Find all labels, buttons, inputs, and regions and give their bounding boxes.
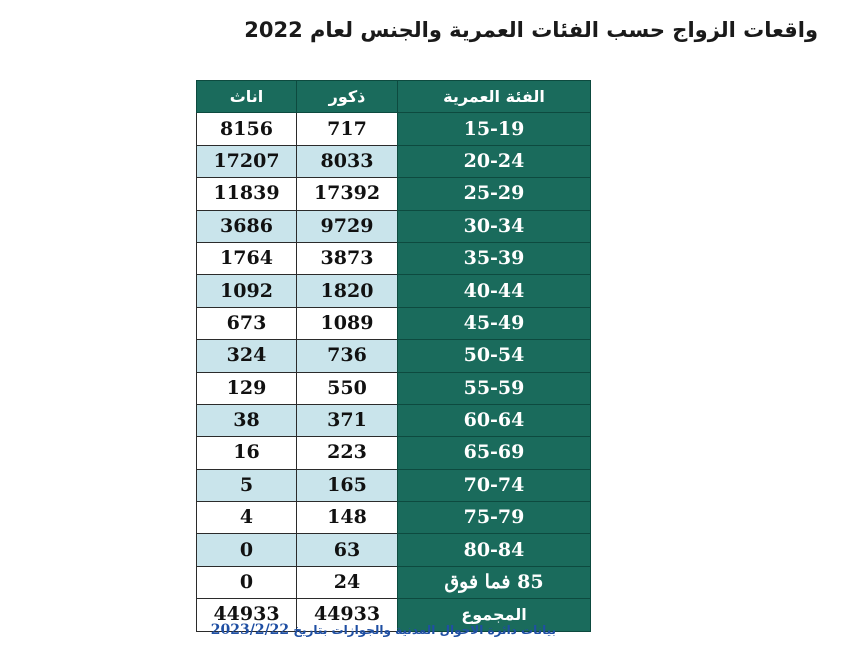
male-count-cell: 17392: [296, 177, 398, 211]
page-title: واقعات الزواج حسب الفئات العمرية والجنس …: [244, 18, 818, 42]
source-date: 2023/2/22: [210, 622, 290, 638]
age-group-cell: 70-74: [397, 468, 591, 503]
male-count-cell: 223: [296, 436, 398, 470]
female-count-cell: 673: [196, 306, 297, 341]
age-group-cell: 20-24: [397, 144, 591, 179]
table-row: 55-59 550 129: [196, 371, 591, 405]
table-row: 40-44 1820 1092: [196, 274, 591, 308]
table-row: 45-49 1089 673: [196, 306, 591, 341]
total-female-cell: 44933: [196, 598, 297, 632]
total-male-cell: 44933: [296, 598, 398, 632]
table-row: 50-54 736 324: [196, 339, 591, 373]
age-group-cell: 15-19: [397, 112, 591, 146]
female-count-cell: 129: [196, 371, 297, 405]
age-group-cell: 40-44: [397, 274, 591, 308]
table-row: 65-69 223 16: [196, 436, 591, 470]
female-count-cell: 0: [196, 565, 297, 600]
age-group-cell: 85 فما فوق: [397, 565, 591, 600]
table-row: 70-74 165 5: [196, 468, 591, 503]
header-male: ذكور: [296, 79, 398, 114]
female-count-cell: 4: [196, 501, 297, 535]
male-count-cell: 550: [296, 371, 398, 405]
male-count-cell: 1820: [296, 274, 398, 308]
total-row: المجموع 44933 44933: [196, 598, 591, 632]
table-row: 15-19 717 8156: [196, 112, 591, 146]
male-count-cell: 8033: [296, 144, 398, 179]
age-group-cell: 55-59: [397, 371, 591, 405]
table-row: 85 فما فوق 24 0: [196, 565, 591, 600]
male-count-cell: 736: [296, 339, 398, 373]
female-count-cell: 8156: [196, 112, 297, 146]
age-group-cell: 60-64: [397, 403, 591, 438]
age-group-cell: 35-39: [397, 241, 591, 276]
female-count-cell: 16: [196, 436, 297, 470]
female-count-cell: 11839: [196, 177, 297, 211]
female-count-cell: 1764: [196, 241, 297, 276]
table-row: 30-34 9729 3686: [196, 209, 591, 243]
age-group-cell: 45-49: [397, 306, 591, 341]
header-age-group: الفئة العمرية: [397, 79, 591, 114]
table-row: 35-39 3873 1764: [196, 241, 591, 276]
female-count-cell: 5: [196, 468, 297, 503]
female-count-cell: 3686: [196, 209, 297, 243]
age-group-cell: 25-29: [397, 177, 591, 211]
female-count-cell: 38: [196, 403, 297, 438]
age-group-cell: 75-79: [397, 501, 591, 535]
age-group-cell: 50-54: [397, 339, 591, 373]
table-row: 20-24 8033 17207: [196, 144, 591, 179]
female-count-cell: 324: [196, 339, 297, 373]
source-note: بيانات دائرة الاحوال المدنية والجوازات ب…: [196, 622, 556, 638]
age-group-cell: 80-84: [397, 533, 591, 567]
male-count-cell: 3873: [296, 241, 398, 276]
female-count-cell: 1092: [196, 274, 297, 308]
table-row: 80-84 63 0: [196, 533, 591, 567]
male-count-cell: 371: [296, 403, 398, 438]
male-count-cell: 63: [296, 533, 398, 567]
age-group-cell: 30-34: [397, 209, 591, 243]
male-count-cell: 148: [296, 501, 398, 535]
table-header-row: الفئة العمرية ذكور اناث: [196, 79, 591, 114]
table-row: 25-29 17392 11839: [196, 177, 591, 211]
table-row: 60-64 371 38: [196, 403, 591, 438]
male-count-cell: 165: [296, 468, 398, 503]
male-count-cell: 717: [296, 112, 398, 146]
male-count-cell: 24: [296, 565, 398, 600]
marriage-stats-table: الفئة العمرية ذكور اناث 15-19 717 8156 2…: [196, 79, 591, 632]
header-female: اناث: [196, 79, 297, 114]
female-count-cell: 17207: [196, 144, 297, 179]
age-group-cell: 65-69: [397, 436, 591, 470]
total-label: المجموع: [397, 598, 591, 632]
male-count-cell: 9729: [296, 209, 398, 243]
male-count-cell: 1089: [296, 306, 398, 341]
female-count-cell: 0: [196, 533, 297, 567]
source-text: بيانات دائرة الاحوال المدنية والجوازات ب…: [293, 623, 556, 637]
table-row: 75-79 148 4: [196, 501, 591, 535]
